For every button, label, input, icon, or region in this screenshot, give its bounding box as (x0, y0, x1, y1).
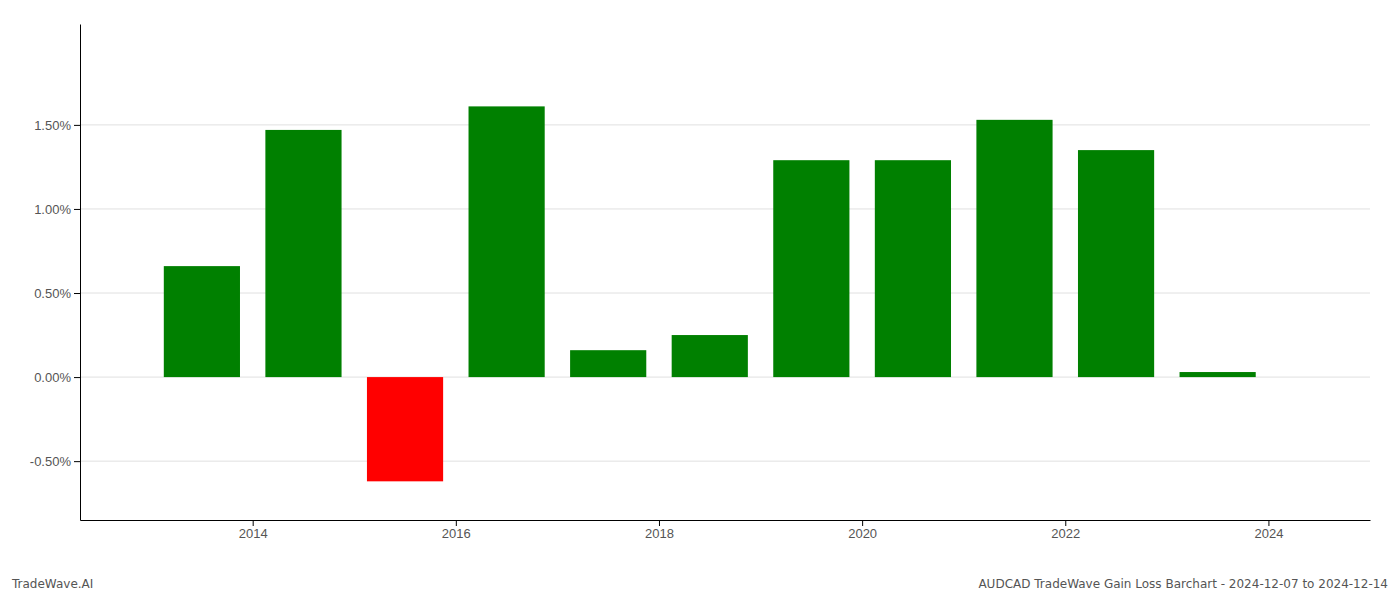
plot: -0.50%0.00%0.50%1.00%1.50%20142016201820… (30, 25, 1371, 542)
x-tick-mark (456, 520, 457, 526)
y-tick-mark (74, 293, 80, 294)
y-tick-mark (74, 377, 80, 378)
bar (367, 377, 443, 481)
footer: TradeWave.AI (11, 577, 93, 591)
x-tick-label: 2022 (1051, 526, 1080, 541)
x-tick-mark (862, 520, 863, 526)
x-tick: 2014 (239, 520, 268, 541)
y-tick: 1.00% (34, 202, 80, 217)
x-tick-label: 2014 (239, 526, 268, 541)
x-tick-mark (1268, 520, 1269, 526)
bar (1078, 150, 1154, 377)
y-tick: 0.50% (34, 286, 80, 301)
grid (80, 125, 1370, 461)
bars (164, 106, 1256, 481)
x-tick-label: 2020 (848, 526, 877, 541)
x-tick-mark (659, 520, 660, 526)
x-tick-label: 2024 (1254, 526, 1283, 541)
bar (570, 350, 646, 377)
x-tick: 2018 (645, 520, 674, 541)
y-tick-label: 1.50% (34, 118, 71, 133)
bar (672, 335, 748, 377)
y-tick-mark (74, 461, 80, 462)
bar (265, 130, 341, 377)
y-tick-label: 0.50% (34, 286, 71, 301)
bar (976, 120, 1052, 377)
grid-line (80, 124, 1370, 125)
y-tick-mark (74, 125, 80, 126)
y-tick: 0.00% (34, 370, 80, 385)
x-axis: 2014 2016 2018 2020 2022 2024 (81, 520, 1371, 541)
bar (164, 266, 240, 377)
bar (875, 160, 951, 377)
bar (1180, 372, 1256, 377)
x-tick-mark (253, 520, 254, 526)
y-tick-mark (74, 209, 80, 210)
y-axis: -0.50% 0.00% 0.50% 1.00% 1.50% (30, 25, 81, 521)
x-tick: 2020 (848, 520, 877, 541)
y-tick: -0.50% (30, 454, 80, 469)
x-axis-line (81, 520, 1371, 521)
y-tick-label: 0.00% (34, 370, 71, 385)
x-tick-label: 2018 (645, 526, 674, 541)
grid-line (80, 461, 1370, 462)
y-axis-line (80, 25, 81, 521)
x-tick: 2022 (1051, 520, 1080, 541)
x-tick: 2024 (1254, 520, 1283, 541)
y-tick-label: 1.00% (34, 202, 71, 217)
x-tick: 2016 (442, 520, 471, 541)
y-tick: 1.50% (34, 118, 80, 133)
chart: -0.50%0.00%0.50%1.00%1.50%20142016201820… (0, 0, 1400, 600)
x-tick-label: 2016 (442, 526, 471, 541)
title: AUDCAD TradeWave Gain Loss Barchart - 20… (978, 577, 1388, 591)
bar (773, 160, 849, 377)
bar (469, 106, 545, 377)
y-tick-label: -0.50% (30, 454, 72, 469)
x-tick-mark (1065, 520, 1066, 526)
